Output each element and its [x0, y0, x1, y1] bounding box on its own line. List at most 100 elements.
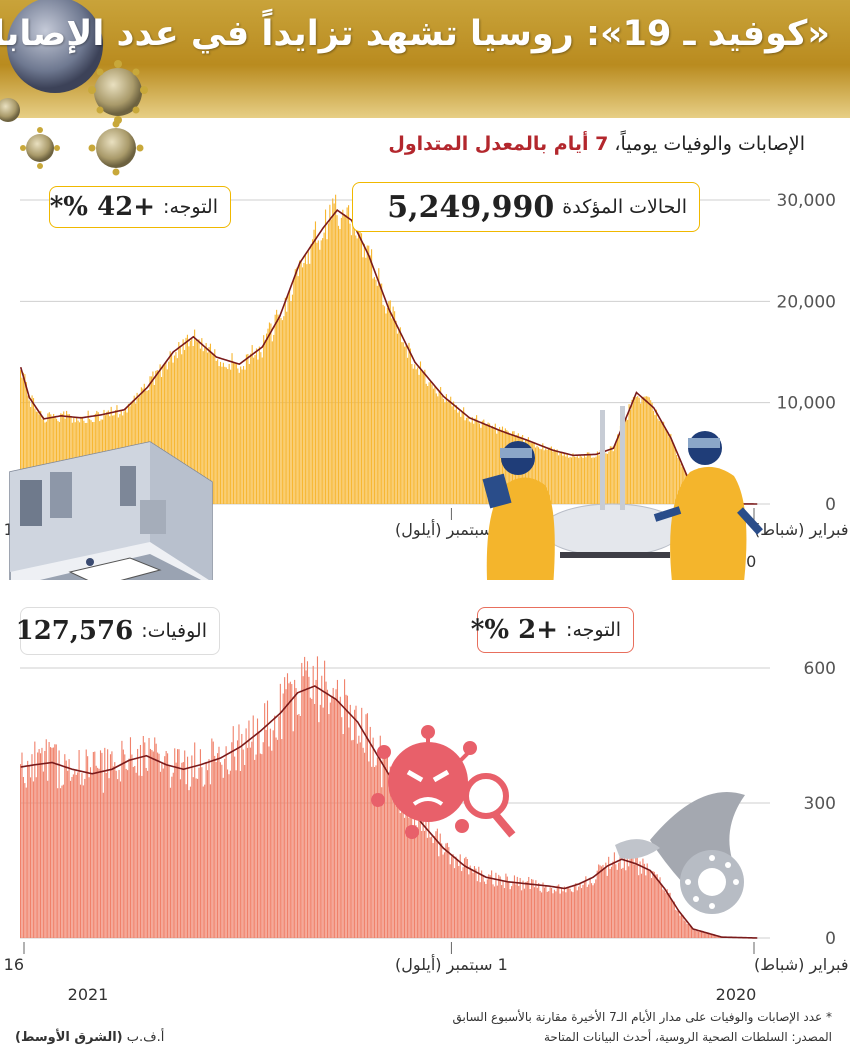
- bar: [475, 868, 477, 938]
- bar: [270, 323, 272, 504]
- bar: [600, 866, 603, 938]
- bar: [28, 766, 30, 938]
- y-tick-label: 0: [825, 495, 836, 515]
- bar: [365, 714, 367, 938]
- bar: [99, 750, 102, 938]
- bar: [199, 749, 201, 938]
- bar: [301, 267, 304, 504]
- bar: [549, 887, 551, 938]
- bar: [645, 875, 647, 938]
- bar: [450, 396, 452, 504]
- bar: [55, 744, 57, 938]
- bar: [228, 774, 230, 938]
- bar: [218, 366, 220, 504]
- bar: [679, 915, 681, 938]
- bar: [29, 777, 32, 938]
- bar: [165, 361, 167, 504]
- bar: [321, 675, 323, 938]
- bar: [472, 872, 474, 938]
- bar: [236, 740, 239, 938]
- bar: [182, 761, 184, 938]
- bar: [228, 364, 230, 504]
- bar: [232, 361, 235, 504]
- bar: [435, 393, 437, 504]
- bar: [61, 413, 63, 504]
- bar: [158, 753, 160, 938]
- bar: [306, 264, 308, 504]
- bar: [300, 259, 302, 504]
- bar: [618, 434, 620, 504]
- bar: [431, 836, 433, 938]
- bar: [381, 283, 383, 504]
- bar: [89, 767, 92, 938]
- bar: [309, 697, 311, 938]
- bar: [652, 410, 655, 504]
- bar: [178, 342, 180, 504]
- bar: [628, 404, 630, 504]
- bar: [442, 854, 444, 938]
- bar: [152, 371, 154, 504]
- bar: [356, 743, 358, 938]
- bar: [428, 818, 430, 938]
- bar: [398, 788, 400, 938]
- bar: [195, 340, 197, 504]
- bar: [324, 209, 327, 504]
- bar: [588, 884, 590, 938]
- bar: [716, 935, 718, 938]
- bar: [184, 350, 186, 504]
- bat-virus-icon: [615, 792, 745, 914]
- bar: [430, 380, 432, 504]
- bar: [668, 437, 670, 504]
- bar: [247, 353, 249, 504]
- bar: [345, 694, 347, 938]
- bar: [581, 456, 583, 504]
- bar: [633, 864, 635, 938]
- bar: [185, 784, 187, 938]
- bar: [254, 355, 256, 504]
- bar: [171, 776, 173, 938]
- y-tick-label: 600: [804, 659, 836, 679]
- bar: [487, 422, 489, 504]
- bar: [451, 406, 453, 504]
- bar: [167, 753, 169, 938]
- bar: [346, 207, 348, 504]
- bar: [144, 742, 146, 938]
- bar: [274, 715, 276, 938]
- bar: [284, 297, 286, 504]
- bar: [658, 881, 660, 938]
- bar: [371, 249, 373, 504]
- bar: [573, 884, 575, 938]
- deaths-bars: [20, 656, 757, 938]
- bar: [288, 683, 290, 938]
- bar: [703, 932, 705, 938]
- bar: [389, 766, 391, 938]
- bar: [109, 754, 112, 938]
- bar: [369, 255, 371, 504]
- bar: [692, 929, 694, 938]
- bar: [334, 699, 336, 938]
- bar: [235, 770, 237, 938]
- bar: [702, 932, 704, 938]
- bar: [311, 698, 313, 938]
- bar: [326, 239, 328, 504]
- bar: [188, 790, 190, 938]
- bar: [440, 387, 442, 504]
- bar: [605, 453, 607, 504]
- bar: [399, 813, 401, 938]
- bar: [436, 828, 438, 938]
- bar: [168, 361, 170, 504]
- bar: [518, 885, 520, 938]
- bar: [219, 762, 221, 938]
- bar: [453, 868, 456, 938]
- bar: [242, 749, 244, 938]
- bar: [543, 450, 545, 504]
- bar: [635, 396, 637, 504]
- bar: [455, 856, 457, 938]
- bar: [481, 870, 483, 938]
- bar: [262, 742, 264, 938]
- bar: [674, 448, 676, 504]
- bar: [576, 890, 578, 938]
- bar: [496, 433, 498, 504]
- bar: [642, 396, 645, 504]
- bar: [678, 910, 680, 938]
